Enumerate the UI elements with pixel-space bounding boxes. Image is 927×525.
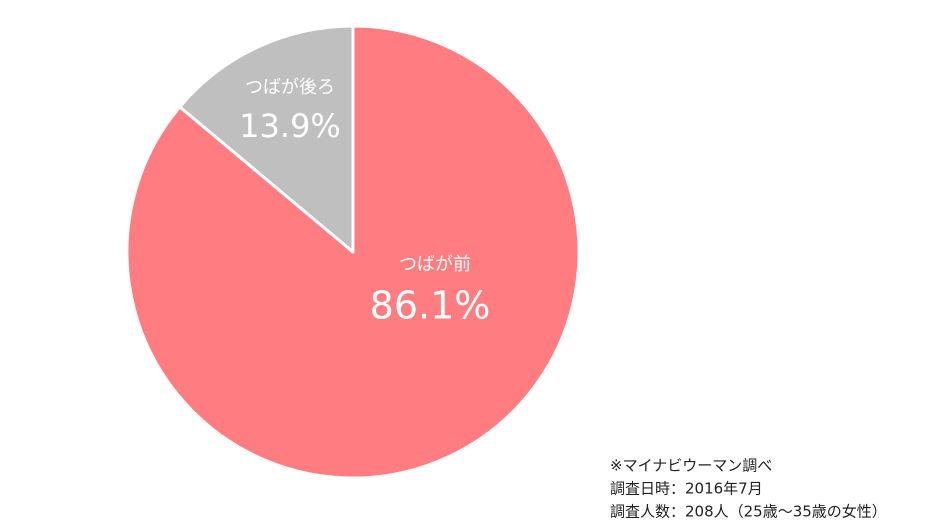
slice-value-label: 86.1% (370, 284, 491, 328)
source-note: 調査人数：208人（25歳～35歳の女性） (610, 503, 887, 521)
slice-category-label: つばが後ろ (245, 77, 335, 98)
slice-value-label: 13.9% (239, 107, 341, 145)
source-note: 調査日時：2016年7月 (610, 480, 763, 498)
pie-slice (178, 24, 355, 254)
source-note: ※マイナビウーマン調べ (610, 457, 772, 475)
slice-category-label: つばが前 (399, 254, 471, 275)
